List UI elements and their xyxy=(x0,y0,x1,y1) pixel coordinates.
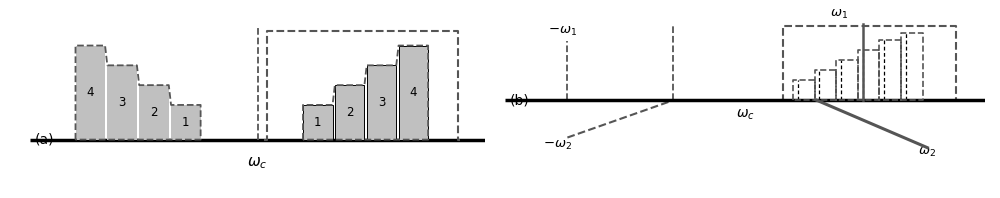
Bar xyxy=(139,85,169,140)
Text: $\omega_c$: $\omega_c$ xyxy=(247,156,268,171)
Text: $-\omega_2$: $-\omega_2$ xyxy=(543,139,572,152)
Bar xyxy=(76,46,105,140)
Bar xyxy=(303,105,333,140)
Text: $\omega_1$: $\omega_1$ xyxy=(830,8,848,21)
Text: 4: 4 xyxy=(410,86,417,99)
Text: (a): (a) xyxy=(35,133,54,147)
Text: (b): (b) xyxy=(510,93,530,107)
Bar xyxy=(107,65,137,140)
Text: 2: 2 xyxy=(150,106,158,119)
Text: 3: 3 xyxy=(118,96,126,109)
Text: 1: 1 xyxy=(314,116,322,129)
Text: 3: 3 xyxy=(378,96,385,109)
Bar xyxy=(335,85,364,140)
Text: 2: 2 xyxy=(346,106,353,119)
Bar xyxy=(367,65,396,140)
Text: 1: 1 xyxy=(182,116,190,129)
Bar xyxy=(399,46,428,140)
Text: $\omega_2$: $\omega_2$ xyxy=(918,146,936,159)
Bar xyxy=(171,105,201,140)
Text: $-\omega_1$: $-\omega_1$ xyxy=(548,25,577,38)
Text: $\omega_c$: $\omega_c$ xyxy=(736,108,754,122)
Text: 4: 4 xyxy=(87,86,94,99)
